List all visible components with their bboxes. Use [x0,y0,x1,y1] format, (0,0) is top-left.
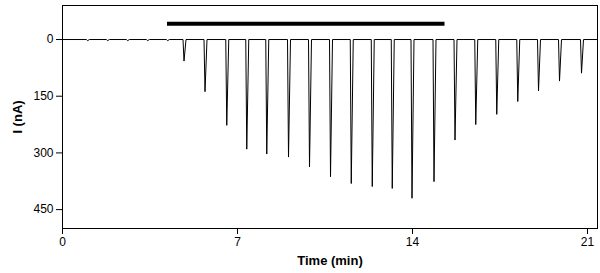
svg-text:14: 14 [406,235,420,249]
svg-text:I (nA): I (nA) [10,100,25,133]
svg-text:0: 0 [47,32,54,46]
svg-text:Time (min): Time (min) [297,253,363,268]
svg-text:150: 150 [33,89,53,103]
svg-text:21: 21 [581,235,595,249]
svg-text:300: 300 [33,146,53,160]
svg-text:0: 0 [59,235,66,249]
svg-text:450: 450 [33,202,53,216]
svg-text:7: 7 [234,235,241,249]
